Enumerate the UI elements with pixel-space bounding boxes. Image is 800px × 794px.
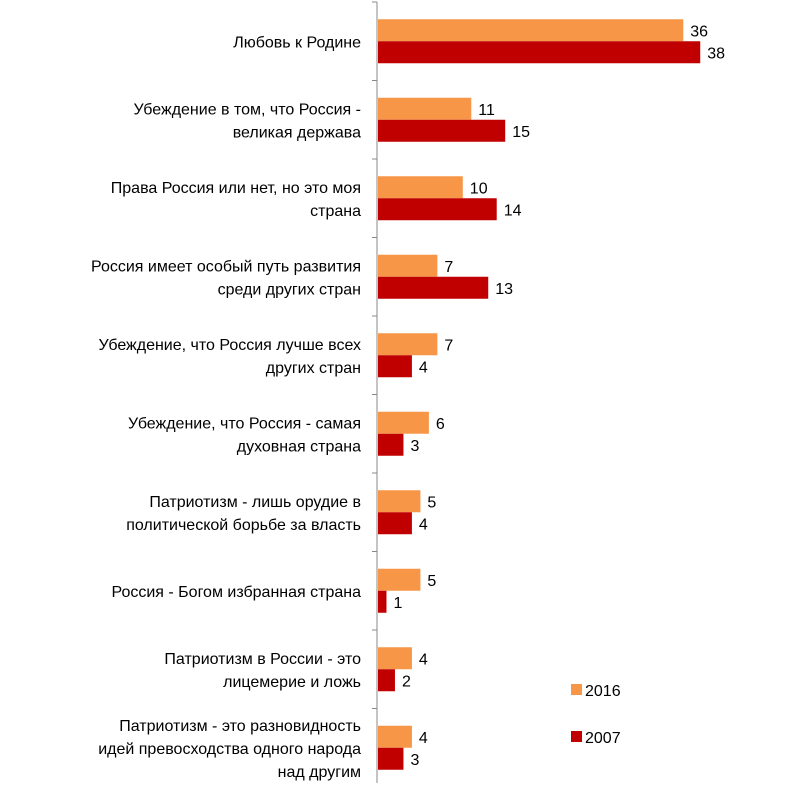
bar-2016 xyxy=(378,725,412,748)
category-label-line: Россия имеет особый путь развития xyxy=(91,258,361,275)
category-label-line: над другим xyxy=(278,764,361,781)
value-label-2016: 7 xyxy=(444,337,453,354)
bar-2016 xyxy=(378,254,438,277)
category-label: Патриотизм - лишь орудие в политической б… xyxy=(126,494,361,534)
value-label-2007: 13 xyxy=(495,281,513,298)
bar-2016 xyxy=(378,647,412,670)
category-label-line: великая держава xyxy=(233,124,361,141)
category-label: Убеждение, что Россия - самая духовная ст… xyxy=(128,415,361,455)
bar-2016 xyxy=(378,176,463,199)
category-label: Патриотизм - это разновидность идей прево… xyxy=(98,718,361,781)
category-label-line: политической борьбе за власть xyxy=(126,517,361,534)
category-label-line: Права Россия или нет, но это моя xyxy=(111,180,361,197)
category-label-line: Патриотизм в России - это xyxy=(164,651,361,668)
value-label-2007: 14 xyxy=(504,202,522,219)
category-label-line: идей превосходства одного народа xyxy=(98,741,361,758)
value-label-2016: 7 xyxy=(444,259,453,276)
category-label-line: Любовь к Родине xyxy=(233,34,361,51)
value-label-2016: 4 xyxy=(419,730,428,747)
bar-2016 xyxy=(378,568,421,591)
value-label-2016: 10 xyxy=(470,180,488,197)
value-label-2007: 1 xyxy=(393,595,402,612)
category-label-line: духовная страна xyxy=(237,438,361,455)
legend-label-2007: 2007 xyxy=(585,730,621,747)
category-label-line: лицемерие и ложь xyxy=(223,674,361,691)
category-label: Россия - Богом избранная страна xyxy=(111,584,361,601)
legend: 2016 2007 xyxy=(571,683,621,747)
category-label: Убеждение в том, что Россия - великая дер… xyxy=(133,101,361,141)
category-label-line: среди других стран xyxy=(218,281,361,298)
bar-2016 xyxy=(378,19,684,42)
bar-2016 xyxy=(378,490,421,513)
value-label-2016: 5 xyxy=(427,494,436,511)
bar-2016 xyxy=(378,97,472,120)
bar-2007 xyxy=(378,355,412,378)
category-label-line: Патриотизм - это разновидность xyxy=(119,718,361,735)
bar-2007 xyxy=(378,669,395,692)
value-label-2016: 5 xyxy=(427,573,436,590)
category-label-line: Убеждение, что Россия - самая xyxy=(128,415,361,432)
bar-2007 xyxy=(378,41,701,64)
value-label-2007: 2 xyxy=(402,673,411,690)
bar-2007 xyxy=(378,590,387,613)
legend-swatch-2016 xyxy=(571,684,582,695)
category-labels: Любовь к Родине Убеждение в том, что Росс… xyxy=(91,34,361,781)
category-label-line: Патриотизм - лишь орудие в xyxy=(149,494,361,511)
category-axis xyxy=(372,1,378,783)
value-label-2007: 15 xyxy=(512,124,530,141)
category-label: Россия имеет особый путь развития среди д… xyxy=(91,258,361,298)
legend-label-2016: 2016 xyxy=(585,683,621,700)
bar-2016 xyxy=(378,411,429,434)
category-label-line: Убеждение, что Россия лучше всех xyxy=(99,337,361,354)
category-label: Убеждение, что Россия лучше всех других с… xyxy=(99,337,361,377)
value-label-2007: 4 xyxy=(419,516,428,533)
bar-2007 xyxy=(378,433,404,456)
legend-swatch-2007 xyxy=(571,731,582,742)
category-label-line: страна xyxy=(310,203,361,220)
category-label: Патриотизм в России - это лицемерие и лож… xyxy=(164,651,361,691)
category-label: Любовь к Родине xyxy=(233,34,361,51)
value-label-2016: 4 xyxy=(419,651,428,668)
bar-2007 xyxy=(378,747,404,770)
category-label-line: Убеждение в том, что Россия - xyxy=(133,101,361,118)
value-label-2007: 4 xyxy=(419,359,428,376)
category-label-line: Россия - Богом избранная страна xyxy=(111,584,361,601)
bar-2007 xyxy=(378,512,412,535)
bars xyxy=(378,19,701,770)
value-label-2007: 3 xyxy=(410,752,419,769)
category-label: Права Россия или нет, но это моя страна xyxy=(111,180,361,220)
bar-2007 xyxy=(378,198,497,221)
value-label-2007: 38 xyxy=(707,45,725,62)
value-label-2016: 6 xyxy=(436,416,445,433)
bar-2016 xyxy=(378,333,438,356)
value-label-2007: 3 xyxy=(410,438,419,455)
bar-2007 xyxy=(378,119,506,142)
category-label-line: других стран xyxy=(266,360,361,377)
value-label-2016: 11 xyxy=(478,102,495,119)
bar-2007 xyxy=(378,276,489,299)
value-label-2016: 36 xyxy=(690,23,708,40)
